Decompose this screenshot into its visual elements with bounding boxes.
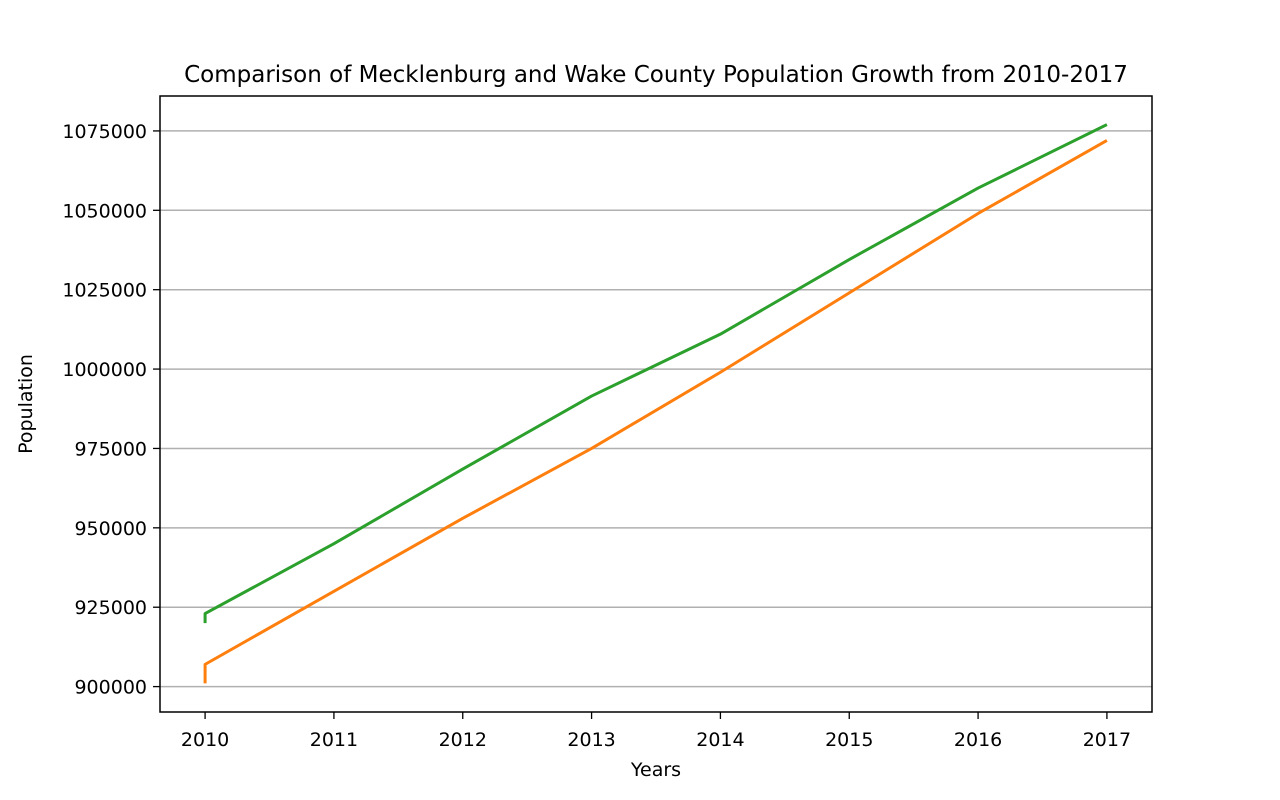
chart-title: Comparison of Mecklenburg and Wake Count…	[184, 62, 1128, 88]
y-tick-label: 925000	[74, 597, 147, 619]
y-axis-label: Population	[15, 354, 37, 454]
x-tick-label: 2014	[696, 729, 744, 751]
y-tick-label: 1075000	[62, 121, 147, 143]
y-tick-label: 975000	[74, 438, 147, 460]
x-tick-label: 2012	[439, 729, 487, 751]
x-tick-label: 2016	[954, 729, 1002, 751]
x-tick-label: 2013	[567, 729, 615, 751]
y-tick-label: 950000	[74, 518, 147, 540]
y-tick-label: 1000000	[62, 359, 147, 381]
series-lines	[203, 123, 1108, 684]
y-tick-label: 1025000	[62, 280, 147, 302]
x-axis-ticks: 2010 2011 2012 2013 2014 2015 2016 2017	[181, 712, 1131, 751]
series-line-1	[203, 123, 1108, 624]
x-tick-label: 2017	[1083, 729, 1131, 751]
y-tick-label: 900000	[74, 677, 147, 699]
series-line-2	[203, 139, 1108, 684]
y-axis-ticks: 900000 925000 950000 975000 1000000 1025000 10…	[62, 121, 160, 699]
plot-area-frame	[159, 95, 1153, 713]
x-tick-label: 2011	[310, 729, 358, 751]
x-tick-label: 2015	[825, 729, 873, 751]
x-tick-label: 2010	[181, 729, 229, 751]
x-axis-label: Years	[630, 759, 681, 781]
y-tick-label: 1050000	[62, 200, 147, 222]
y-gridlines	[160, 130, 1152, 688]
